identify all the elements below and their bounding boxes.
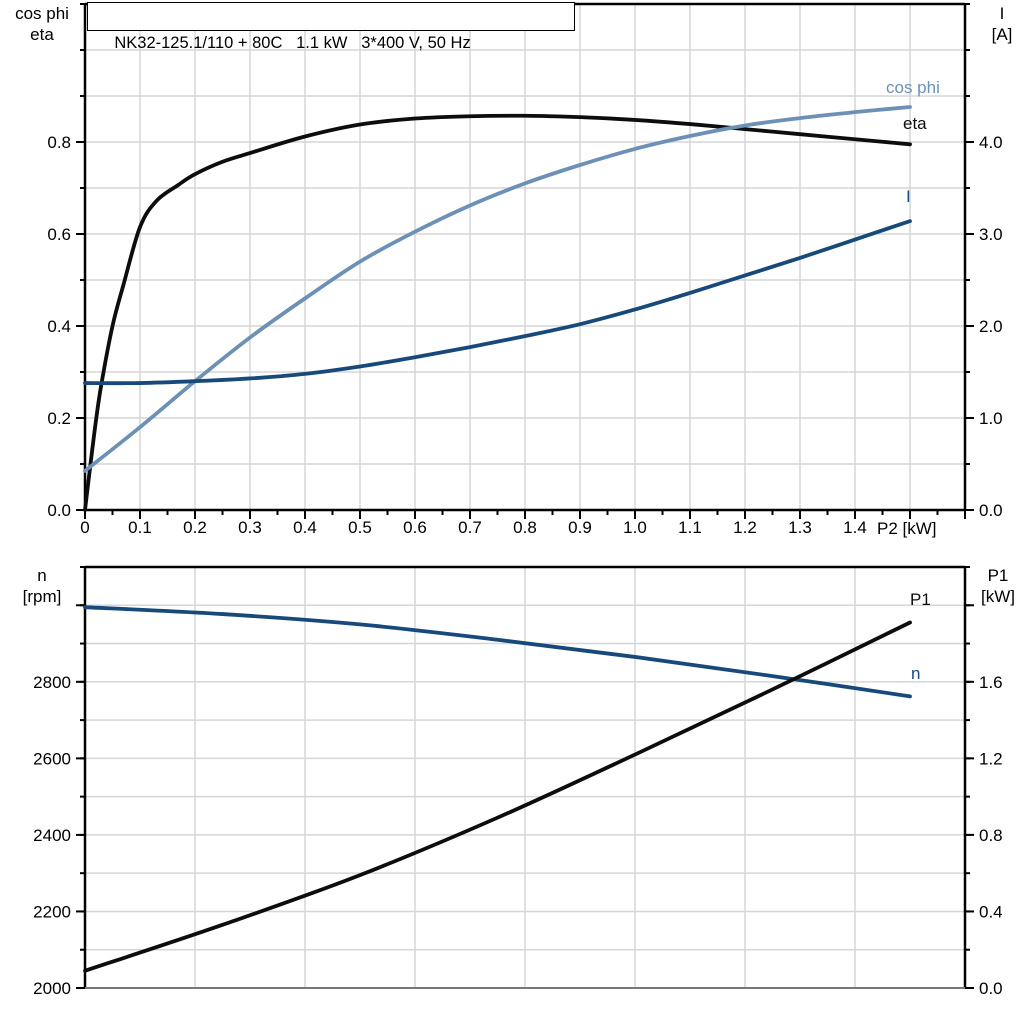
right-axis-title-bottom-chart: P1 [kW] (981, 566, 1015, 606)
tick-labels: 2000 2200 2400 2600 2800 0.0 0.4 0.8 1.2 1.6 (33, 673, 1002, 998)
left-tick-label: 0.8 (47, 133, 71, 152)
x-tick-label: 1.1 (678, 518, 702, 537)
x-tick-label: 0.5 (348, 518, 372, 537)
series-curve-cos-phi (83, 105, 912, 473)
right-tick-label: 1.6 (979, 673, 1003, 692)
right-tick-label: 3.0 (979, 225, 1003, 244)
curve-label-eta: eta (903, 114, 927, 133)
right-tick-label: 2.0 (979, 317, 1003, 336)
plot-border (83, 565, 967, 989)
x-tick-label: 0.4 (293, 518, 317, 537)
left-tick-label: 0.4 (47, 317, 71, 336)
chart-title-box: NK32-125.1/110 + 80C 1.1 kW 3*400 V, 50 … (87, 2, 575, 52)
x-tick-label: 0.6 (403, 518, 427, 537)
bottom-chart: 2000 2200 2400 2600 2800 0.0 0.4 0.8 1.2 1.6 (33, 565, 1003, 998)
left-tick-label: 2200 (33, 902, 71, 921)
series-curve-P1 (83, 620, 912, 973)
left-tick-label: 0.2 (47, 409, 71, 428)
left-tick-label: 0.6 (47, 225, 71, 244)
right-axis-title-top-chart: I [A] (991, 4, 1013, 44)
curve-label-p1: P1 (910, 590, 931, 609)
curve-label-current: I (906, 187, 911, 206)
right-tick-label: 1.2 (979, 749, 1003, 768)
left-tick-label: 2600 (33, 749, 71, 768)
gridlines (85, 4, 965, 510)
x-tick-label: 1.0 (623, 518, 647, 537)
left-axis-title-bottom-chart: n [rpm] (22, 566, 62, 606)
series-curve-I (83, 219, 912, 386)
x-tick-label: 0.3 (238, 518, 262, 537)
curve-label-n: n (911, 664, 921, 683)
x-tick-label: 0 (80, 518, 89, 537)
x-tick-label: 0.8 (513, 518, 537, 537)
right-tick-label: 0.0 (979, 979, 1003, 998)
right-tick-label: 0.0 (979, 501, 1003, 520)
tick-labels: 0 0.1 0.2 0.3 0.4 0.5 0.6 0.7 0.8 0.9 1.0 1.1 1.2 1.3… (47, 133, 1002, 537)
right-tick-label: 1.0 (979, 409, 1003, 428)
x-tick-label: 1.2 (733, 518, 757, 537)
left-tick-label: 0.0 (47, 501, 71, 520)
right-tick-label: 4.0 (979, 133, 1003, 152)
x-tick-label: 0.2 (183, 518, 207, 537)
ticks (76, 566, 974, 989)
right-tick-label: 0.4 (979, 902, 1003, 921)
left-tick-label: 2400 (33, 826, 71, 845)
left-tick-label: 2000 (33, 979, 71, 998)
ticks (76, 3, 974, 519)
x-tick-label: 0.7 (458, 518, 482, 537)
left-axis-title-top-chart: cos phi eta (15, 4, 69, 44)
x-tick-label: 0.1 (128, 518, 152, 537)
left-tick-label: 2800 (33, 673, 71, 692)
x-tick-label: 1.3 (788, 518, 812, 537)
chart-title: NK32-125.1/110 + 80C 1.1 kW 3*400 V, 50 … (114, 34, 471, 52)
series-curve-eta (83, 113, 912, 512)
curve-label-cos-phi: cos phi (886, 78, 940, 97)
series-curve-n (83, 605, 912, 699)
x-axis-unit-label: P2 [kW] (877, 519, 937, 538)
x-tick-label: 1.4 (843, 518, 867, 537)
x-tick-label: 0.9 (568, 518, 592, 537)
top-chart: 0 0.1 0.2 0.3 0.4 0.5 0.6 0.7 0.8 0.9 1.0 1.1 1.2 1.3… (47, 2, 1003, 537)
right-tick-label: 0.8 (979, 826, 1003, 845)
